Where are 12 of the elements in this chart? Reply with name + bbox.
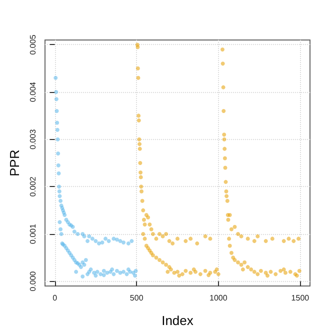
- x-tick-label: 1500: [291, 294, 310, 302]
- x-tick-label: 0: [52, 294, 58, 302]
- y-tick-label: 0.005: [28, 34, 38, 55]
- y-tick-label: 0.004: [28, 81, 38, 102]
- x-tick-label: 1000: [209, 294, 228, 302]
- y-tick-label: 0.002: [28, 176, 38, 197]
- y-tick-label: 0.000: [28, 270, 38, 292]
- x-tick-label: 500: [130, 294, 144, 302]
- x-axis-title: Index: [162, 313, 194, 328]
- y-tick-label: 0.001: [28, 223, 38, 244]
- y-tick-label: 0.003: [28, 128, 38, 150]
- y-axis-title: PPR: [7, 150, 22, 176]
